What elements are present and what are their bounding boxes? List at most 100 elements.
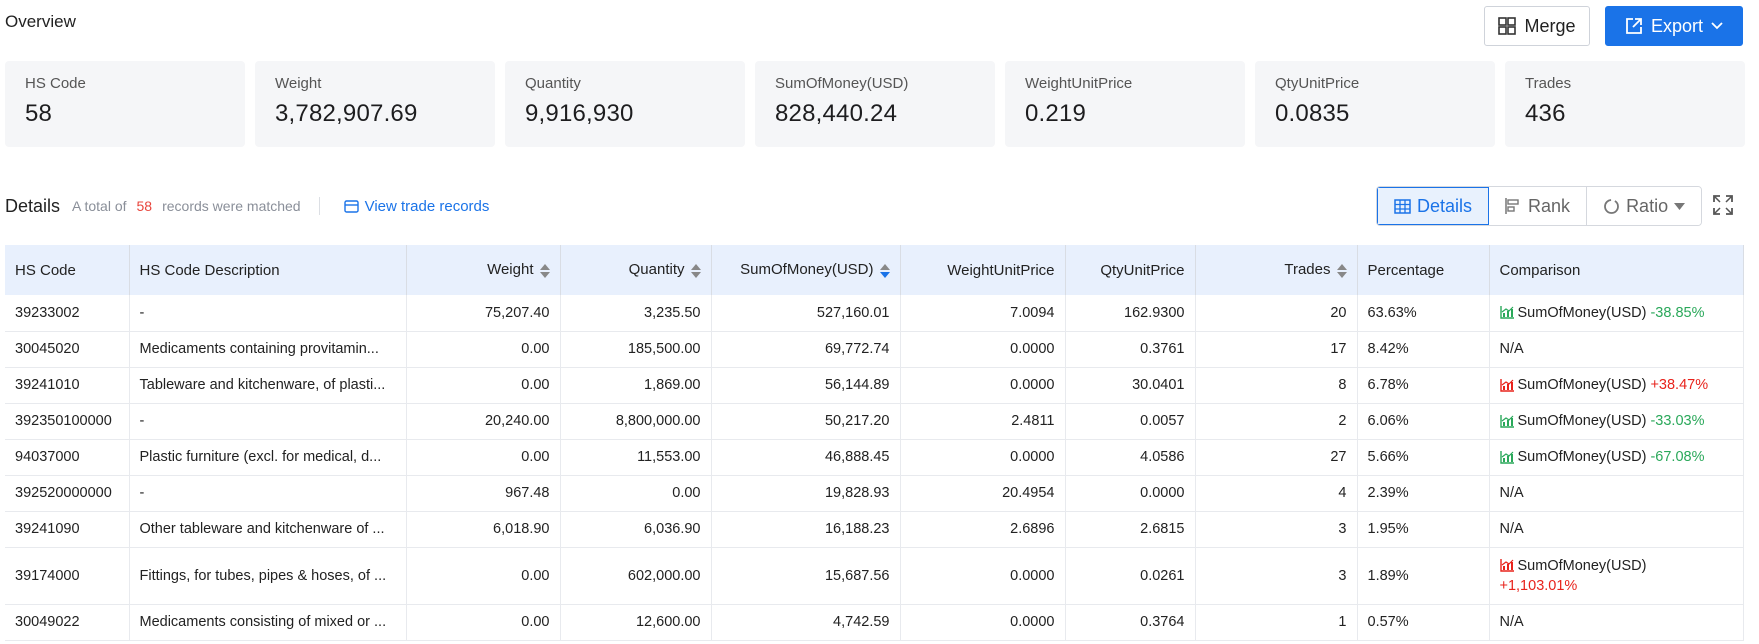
- cell-hs-code: 30049022: [5, 604, 130, 641]
- column-label: HS Code Description: [139, 261, 280, 279]
- view-switcher: Details Rank Ratio: [1376, 186, 1703, 226]
- cell-money: 69,772.74: [711, 331, 901, 368]
- stat-card-hs-code: HS Code 58: [5, 61, 245, 147]
- caret-down-icon: [1674, 202, 1686, 210]
- table-row[interactable]: 39174000 Fittings, for tubes, pipes & hos…: [5, 547, 1744, 605]
- cell-desc: -: [129, 403, 407, 440]
- cell-desc: Other tableware and kitchenware of ...: [129, 511, 407, 548]
- cell-weight: 0.00: [406, 331, 561, 368]
- cell-comparison: N/A: [1489, 511, 1744, 548]
- table-row[interactable]: 39241010 Tableware and kitchenware, of pl…: [5, 367, 1744, 404]
- cell-money: 15,687.56: [711, 547, 901, 605]
- cell-quantity: 12,600.00: [560, 604, 712, 641]
- cell-wup: 0.0000: [900, 439, 1066, 476]
- stat-card-weight: Weight 3,782,907.69: [255, 61, 495, 147]
- table-row[interactable]: 39233002-75,207.40 3,235.50 527,160.01 7.00…: [5, 295, 1744, 332]
- comparison-label: SumOfMoney(USD): [1517, 377, 1647, 393]
- column-label: Quantity: [628, 261, 685, 279]
- trend-down-chart-icon: [1499, 450, 1514, 464]
- comparison-label: SumOfMoney(USD): [1517, 413, 1647, 429]
- cell-pct: 63.63%: [1357, 295, 1490, 332]
- comparison[interactable]: SumOfMoney(USD) -33.03%: [1499, 411, 1733, 431]
- table-row[interactable]: 392520000000-967.48 0.00 19,828.93 20.4954 0…: [5, 475, 1744, 512]
- cell-desc: Fittings, for tubes, pipes & hoses, of .…: [129, 547, 407, 605]
- cell-pct: 6.78%: [1357, 367, 1490, 404]
- cell-quantity: 0.00: [560, 475, 712, 512]
- table-row[interactable]: 30045020 Medicaments containing provitami…: [5, 331, 1744, 368]
- details-title: Details: [5, 195, 61, 216]
- sort-icon[interactable]: [1336, 263, 1347, 279]
- table-row[interactable]: 39241090 Other tableware and kitchenware …: [5, 511, 1744, 548]
- cell-desc: -: [129, 475, 407, 512]
- cell-comparison: SumOfMoney(USD) +1,103.01%: [1489, 547, 1744, 605]
- stat-value: 0.219: [1025, 100, 1087, 127]
- comparison-label: N/A: [1499, 521, 1524, 537]
- cell-hs-code: 39174000: [5, 547, 130, 605]
- fullscreen-icon[interactable]: [1712, 194, 1734, 216]
- column-label: WeightUnitPrice: [947, 261, 1055, 279]
- cell-desc: Medicaments containing provitamin...: [129, 331, 407, 368]
- trend-up-chart-icon: [1499, 559, 1514, 572]
- cell-pct: 1.89%: [1357, 547, 1490, 605]
- cell-hs-code: 39233002: [5, 295, 130, 332]
- column-label: SumOfMoney(USD): [740, 261, 874, 279]
- column-header-hs-code: HS Code: [5, 245, 130, 295]
- table-row[interactable]: 94037000 Plastic furniture (excl. for med…: [5, 439, 1744, 476]
- cell-desc: Medicaments consisting of mixed or ...: [129, 604, 407, 641]
- cell-wup: 2.4811: [900, 403, 1066, 440]
- cell-pct: 0.57%: [1357, 604, 1490, 641]
- column-header-sum-of-money[interactable]: SumOfMoney(USD): [711, 245, 901, 295]
- details-bar: Details A total of 58 records were match…: [5, 192, 489, 220]
- table-row[interactable]: 30049022 Medicaments consisting of mixed …: [5, 604, 1744, 641]
- cell-qup: 0.0000: [1065, 475, 1196, 512]
- cell-comparison: SumOfMoney(USD) -38.85%: [1489, 295, 1744, 332]
- cell-wup: 7.0094: [900, 295, 1066, 332]
- tab-details[interactable]: Details: [1377, 187, 1490, 225]
- sort-desc-icon[interactable]: [879, 263, 890, 279]
- column-header-quantity[interactable]: Quantity: [560, 245, 712, 295]
- export-icon: [1626, 18, 1642, 34]
- cell-quantity: 3,235.50: [560, 295, 712, 332]
- cell-desc: Plastic furniture (excl. for medical, d.…: [129, 439, 407, 476]
- sort-icon[interactable]: [539, 263, 550, 279]
- comparison[interactable]: SumOfMoney(USD) +38.47%: [1499, 375, 1733, 395]
- cell-qup: 0.3761: [1065, 331, 1196, 368]
- cell-comparison: SumOfMoney(USD) +38.47%: [1489, 367, 1744, 404]
- export-button[interactable]: Export: [1605, 6, 1743, 46]
- stat-label: Trades: [1525, 75, 1572, 92]
- cell-hs-code: 39241010: [5, 367, 130, 404]
- trend-down-chart-icon: [1499, 414, 1514, 428]
- tab-ratio[interactable]: Ratio: [1587, 187, 1702, 225]
- cell-trades: 3: [1195, 547, 1358, 605]
- comparison-label: N/A: [1499, 341, 1524, 357]
- table-row[interactable]: 392350100000-20,240.00 8,800,000.00 50,217…: [5, 403, 1744, 440]
- table-icon: [1394, 198, 1411, 214]
- column-header-weight[interactable]: Weight: [406, 245, 561, 295]
- rank-icon: [1505, 198, 1519, 214]
- column-label: Percentage: [1367, 261, 1445, 279]
- stat-card-trades: Trades 436: [1505, 61, 1745, 147]
- column-header-description: HS Code Description: [129, 245, 407, 295]
- cell-qup: 4.0586: [1065, 439, 1196, 476]
- comparison[interactable]: SumOfMoney(USD) +1,103.01%: [1500, 556, 1733, 596]
- merge-button[interactable]: Merge: [1484, 6, 1590, 46]
- stat-card-sum-of-money: SumOfMoney(USD) 828,440.24: [755, 61, 995, 147]
- trend-down-chart-icon: [1499, 306, 1514, 320]
- table-header-row: HS Code HS Code Description Weight Quant…: [5, 245, 1744, 295]
- view-trade-records-link[interactable]: View trade records: [343, 198, 489, 215]
- comparison-label: SumOfMoney(USD): [1517, 557, 1647, 574]
- column-header-trades[interactable]: Trades: [1195, 245, 1358, 295]
- cell-weight: 0.00: [406, 367, 561, 404]
- merge-label: Merge: [1524, 15, 1576, 36]
- cell-wup: 0.0000: [900, 331, 1066, 368]
- tab-rank[interactable]: Rank: [1489, 187, 1588, 225]
- chevron-down-icon: [1711, 22, 1723, 30]
- sort-icon[interactable]: [690, 263, 701, 279]
- comparison-change: +1,103.01%: [1499, 577, 1578, 594]
- cell-pct: 1.95%: [1357, 511, 1490, 548]
- records-count: 58: [136, 198, 153, 214]
- comparison[interactable]: SumOfMoney(USD) -67.08%: [1499, 447, 1733, 467]
- comparison[interactable]: SumOfMoney(USD) -38.85%: [1499, 303, 1733, 323]
- cell-comparison: N/A: [1489, 604, 1744, 641]
- stat-value: 436: [1525, 100, 1566, 127]
